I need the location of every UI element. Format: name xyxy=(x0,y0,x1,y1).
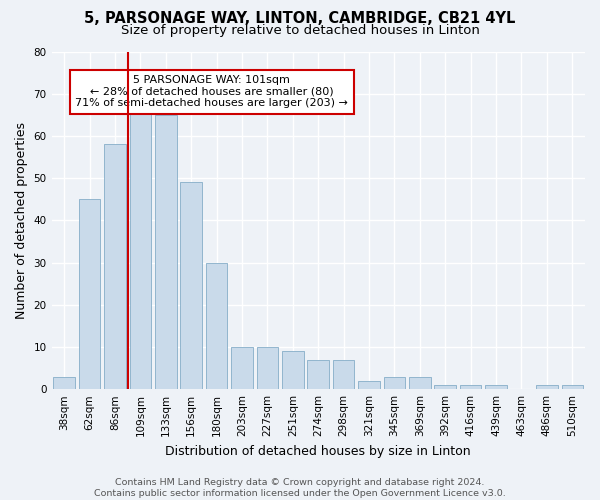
X-axis label: Distribution of detached houses by size in Linton: Distribution of detached houses by size … xyxy=(166,444,471,458)
Bar xyxy=(282,351,304,389)
Bar xyxy=(409,376,431,389)
Bar xyxy=(53,376,75,389)
Bar xyxy=(79,199,100,389)
Bar xyxy=(206,262,227,389)
Bar xyxy=(104,144,126,389)
Bar xyxy=(536,385,557,389)
Text: Size of property relative to detached houses in Linton: Size of property relative to detached ho… xyxy=(121,24,479,37)
Bar xyxy=(257,347,278,389)
Bar xyxy=(383,376,405,389)
Bar xyxy=(307,360,329,389)
Text: 5 PARSONAGE WAY: 101sqm
← 28% of detached houses are smaller (80)
71% of semi-de: 5 PARSONAGE WAY: 101sqm ← 28% of detache… xyxy=(75,75,348,108)
Bar xyxy=(434,385,456,389)
Bar xyxy=(562,385,583,389)
Text: Contains HM Land Registry data © Crown copyright and database right 2024.
Contai: Contains HM Land Registry data © Crown c… xyxy=(94,478,506,498)
Bar xyxy=(460,385,481,389)
Text: 5, PARSONAGE WAY, LINTON, CAMBRIDGE, CB21 4YL: 5, PARSONAGE WAY, LINTON, CAMBRIDGE, CB2… xyxy=(85,11,515,26)
Bar xyxy=(181,182,202,389)
Bar xyxy=(485,385,507,389)
Bar xyxy=(333,360,355,389)
Bar xyxy=(155,115,176,389)
Bar xyxy=(231,347,253,389)
Bar xyxy=(358,380,380,389)
Bar xyxy=(130,110,151,389)
Y-axis label: Number of detached properties: Number of detached properties xyxy=(15,122,28,319)
